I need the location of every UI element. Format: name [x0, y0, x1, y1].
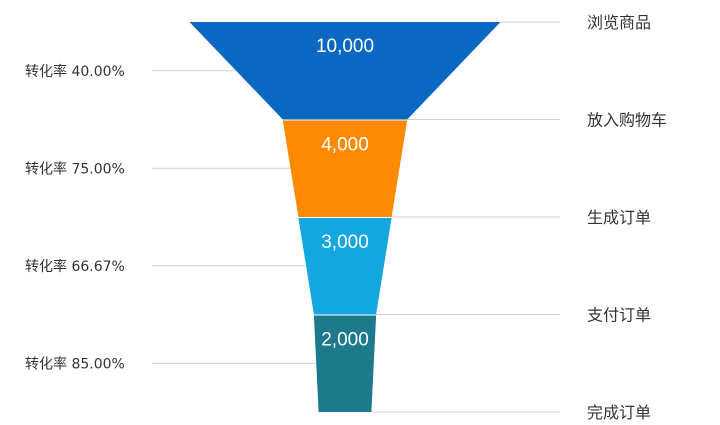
stage-name-label: 支付订单: [587, 306, 651, 325]
funnel-segment: [298, 218, 392, 315]
funnel-value-label: 10,000: [316, 36, 374, 57]
conversion-rate-label: 转化率 40.00%: [25, 63, 125, 80]
conversion-rate-label: 转化率 75.00%: [25, 160, 125, 177]
funnel-value-label: 2,000: [321, 330, 369, 351]
funnel-segment: [313, 315, 377, 412]
funnel-segment: [189, 22, 501, 120]
conversion-rate-label: 转化率 85.00%: [25, 355, 125, 372]
funnel-value-label: 3,000: [321, 232, 369, 253]
stage-name-label: 完成订单: [587, 403, 651, 422]
stage-name-label: 浏览商品: [587, 13, 651, 32]
funnel-value-label: 4,000: [321, 135, 369, 156]
funnel-segment: [282, 120, 408, 217]
conversion-rate-label: 转化率 66.67%: [25, 258, 125, 275]
stage-name-label: 生成订单: [587, 208, 651, 227]
stage-name-label: 放入购物车: [587, 111, 667, 130]
